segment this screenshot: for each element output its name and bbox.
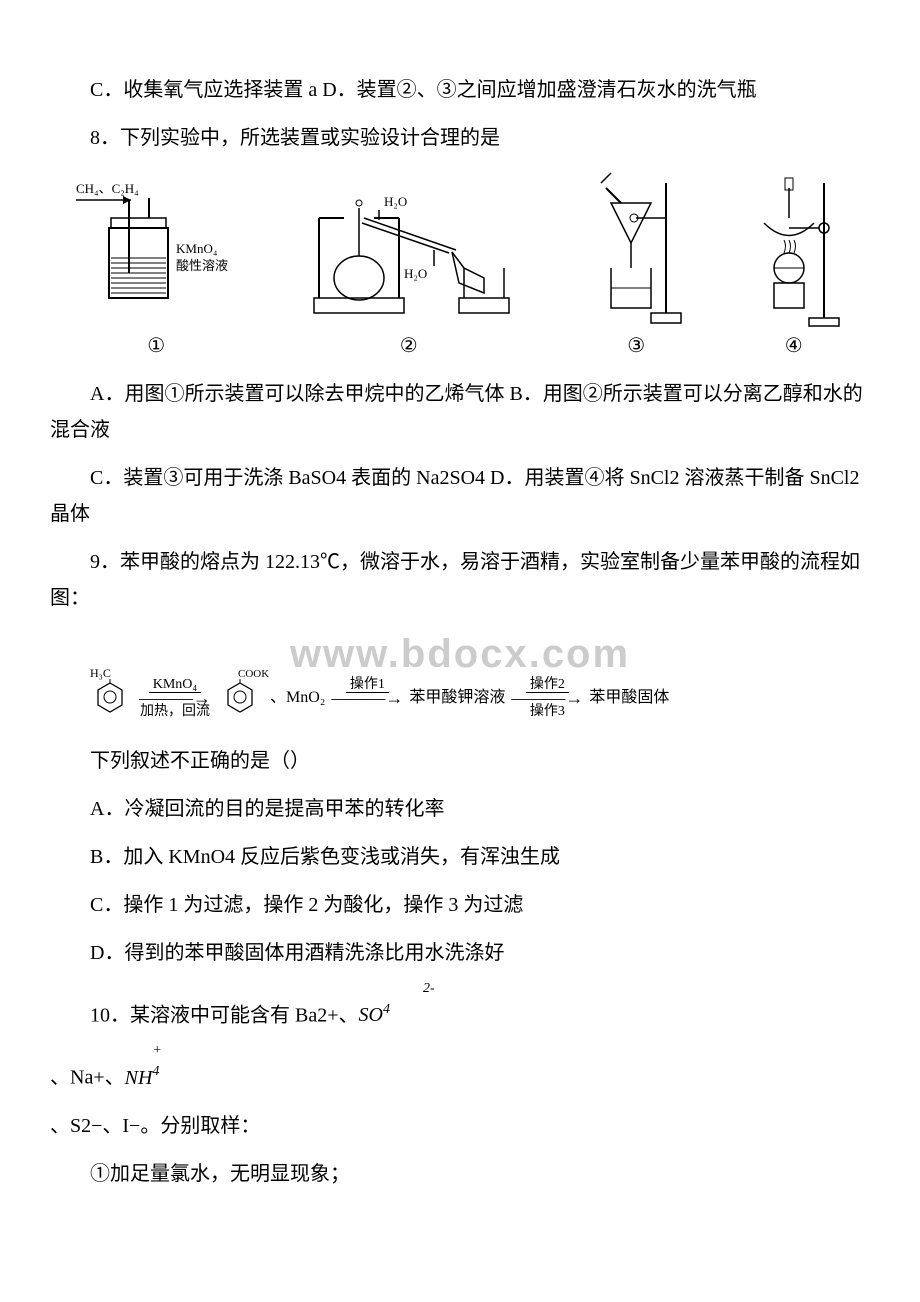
ion-nh4: NH+4 [125, 1067, 162, 1089]
filtration-diagram [576, 168, 696, 328]
diagram-2-label: ② [400, 328, 418, 364]
svg-text:COOK: COOK [238, 668, 269, 680]
q10-stem-pre: 10．某溶液中可能含有 Ba2+、 [90, 1004, 359, 1026]
q9-stem: 9．苯甲酸的熔点为 122.13℃，微溶于水，易溶于酒精，实验室制备少量苯甲酸的… [50, 544, 870, 616]
q8-option-c-d: C．装置③可用于洗涤 BaSO4 表面的 Na2SO4 D．用装置④将 SnCl… [50, 460, 870, 532]
flow-mno2: 、MnO₂ [270, 684, 325, 713]
arrow3-bot: 操作3 [526, 704, 569, 719]
q10-line3: 、S2−、I−。分别取样： [50, 1108, 870, 1144]
q10-line2-pre: 、Na+、 [50, 1067, 125, 1089]
q9-option-a: A．冷凝回流的目的是提高甲苯的转化率 [50, 791, 870, 827]
q7-option-c-d: C．收集氧气应选择装置 a D．装置②、③之间应增加盛澄清石灰水的洗气瓶 [50, 72, 870, 108]
distillation-diagram: H₂O H₂O [284, 168, 534, 328]
q8-option-a-b: A．用图①所示装置可以除去甲烷中的乙烯气体 B．用图②所示装置可以分离乙醇和水的… [50, 376, 870, 448]
flow-arrow-1: KMnO₄ ———→ 加热，回流 [136, 677, 214, 720]
ion-so4: SO2-4 [359, 1004, 435, 1026]
q9-after: 下列叙述不正确的是（） [50, 743, 870, 779]
diagram-4: ④ [739, 168, 849, 364]
q9-flow: H₃C KMnO₄ ———→ 加热，回流 COOK 、MnO₂ 操作1 ———→… [90, 665, 870, 731]
diagram-1: CH₄、C₂H₄ KMnO₄ 酸性溶液 ① [71, 178, 241, 364]
arrow1-bot: 加热，回流 [136, 704, 214, 719]
flow-product: 苯甲酸固体 [589, 684, 669, 713]
reagent-label-2: 酸性溶液 [176, 258, 228, 273]
flow-solution: 苯甲酸钾溶液 [409, 684, 505, 713]
h2o-top: H₂O [384, 194, 407, 209]
diagram-2: H₂O H₂O ② [284, 168, 534, 364]
diagram-4-label: ④ [785, 328, 803, 364]
flow-toluene: H₃C [90, 665, 130, 731]
svg-text:H₃C: H₃C [90, 666, 111, 680]
flow-arrow-2: 操作1 ———→ [331, 677, 403, 720]
q10-step1: ①加足量氯水，无明显现象； [50, 1156, 870, 1192]
flow-arrow-3: 操作2 ———→ 操作3 [511, 677, 583, 720]
diagram-3-label: ③ [627, 328, 645, 364]
flow-benzoate: COOK [220, 665, 270, 731]
diagram-1-label: ① [147, 328, 165, 364]
diagram-3: ③ [576, 168, 696, 364]
q9-option-c: C．操作 1 为过滤，操作 2 为酸化，操作 3 为过滤 [50, 887, 870, 923]
reagent-label-1: KMnO₄ [176, 241, 218, 256]
q8-diagrams: CH₄、C₂H₄ KMnO₄ 酸性溶液 ① [50, 168, 870, 364]
evaporation-diagram [739, 168, 849, 328]
q10-line2: 、Na+、NH+4 [50, 1045, 870, 1096]
gas-wash-diagram: CH₄、C₂H₄ KMnO₄ 酸性溶液 [71, 178, 241, 328]
q9-option-d: D．得到的苯甲酸固体用酒精洗涤比用水洗涤好 [50, 935, 870, 971]
q9-option-b: B．加入 KMnO4 反应后紫色变浅或消失，有浑浊生成 [50, 839, 870, 875]
gas-label: CH₄、C₂H₄ [76, 181, 139, 196]
q8-stem: 8．下列实验中，所选装置或实验设计合理的是 [50, 120, 870, 156]
q10-stem: 10．某溶液中可能含有 Ba2+、SO2-4 [50, 983, 870, 1034]
h2o-bot: H₂O [404, 266, 427, 281]
